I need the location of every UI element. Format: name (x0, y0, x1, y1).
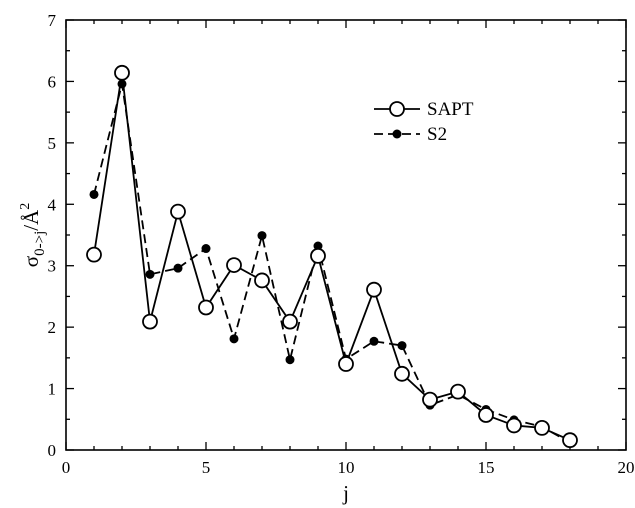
y-tick-label: 4 (48, 195, 57, 214)
x-tick-label: 5 (202, 458, 211, 477)
y-tick-label: 3 (48, 257, 57, 276)
y-axis-label-sup: 2 (18, 203, 33, 210)
point-s2 (257, 231, 267, 241)
point-sapt (170, 203, 186, 220)
x-tick-label: 0 (62, 458, 71, 477)
axis-ticks (65, 19, 627, 451)
series-line-sapt (93, 72, 571, 441)
point-sapt (86, 246, 102, 263)
y-axis-label-sub: 0->j (32, 231, 48, 256)
point-s2 (313, 241, 323, 251)
point-sapt (366, 281, 382, 298)
point-sapt (478, 407, 494, 423)
legend-sapt-marker (389, 101, 405, 117)
point-s2 (397, 341, 407, 351)
plot-frame (65, 19, 627, 451)
point-sapt (310, 247, 326, 264)
point-sapt (422, 391, 438, 408)
point-sapt (226, 257, 242, 274)
point-s2 (117, 79, 127, 89)
axis-tick-labels: 0 5 10 15 20 0 1 2 3 4 5 6 7 (48, 11, 635, 477)
point-sapt (534, 419, 550, 436)
series-layer (86, 64, 578, 449)
legend-sapt-label: SAPT (427, 99, 474, 120)
point-sapt (114, 64, 130, 81)
y-tick-label: 1 (48, 380, 57, 399)
point-s2 (173, 263, 183, 273)
y-tick-label: 0 (48, 441, 57, 460)
point-s2 (145, 269, 155, 279)
legend-s2-label: S2 (427, 124, 447, 145)
point-s2 (369, 336, 379, 346)
y-tick-label: 2 (48, 318, 57, 337)
point-sapt (254, 272, 270, 289)
point-s2 (285, 355, 295, 365)
legend: SAPT S2 (374, 99, 474, 145)
x-tick-label: 20 (618, 458, 635, 477)
point-sapt (282, 313, 298, 330)
point-s2 (229, 334, 239, 344)
y-tick-label: 5 (48, 134, 57, 153)
y-axis-label-tail: /Å (19, 209, 43, 231)
y-tick-label: 6 (48, 72, 57, 91)
point-sapt (142, 313, 158, 330)
point-sapt (394, 365, 410, 382)
x-tick-label: 10 (338, 458, 355, 477)
x-axis-label: j (342, 481, 349, 505)
x-tick-label: 15 (478, 458, 495, 477)
y-tick-label: 7 (48, 11, 57, 30)
point-sapt (450, 383, 466, 400)
point-s2 (89, 189, 99, 199)
point-s2 (201, 244, 211, 254)
y-axis-label-main: σ (19, 256, 43, 267)
point-sapt (198, 299, 214, 316)
y-axis-label: σ0->j/Å2 (18, 203, 48, 267)
point-sapt (338, 356, 354, 372)
legend-s2-marker (392, 129, 402, 139)
point-sapt (506, 417, 522, 434)
point-sapt (562, 432, 578, 449)
